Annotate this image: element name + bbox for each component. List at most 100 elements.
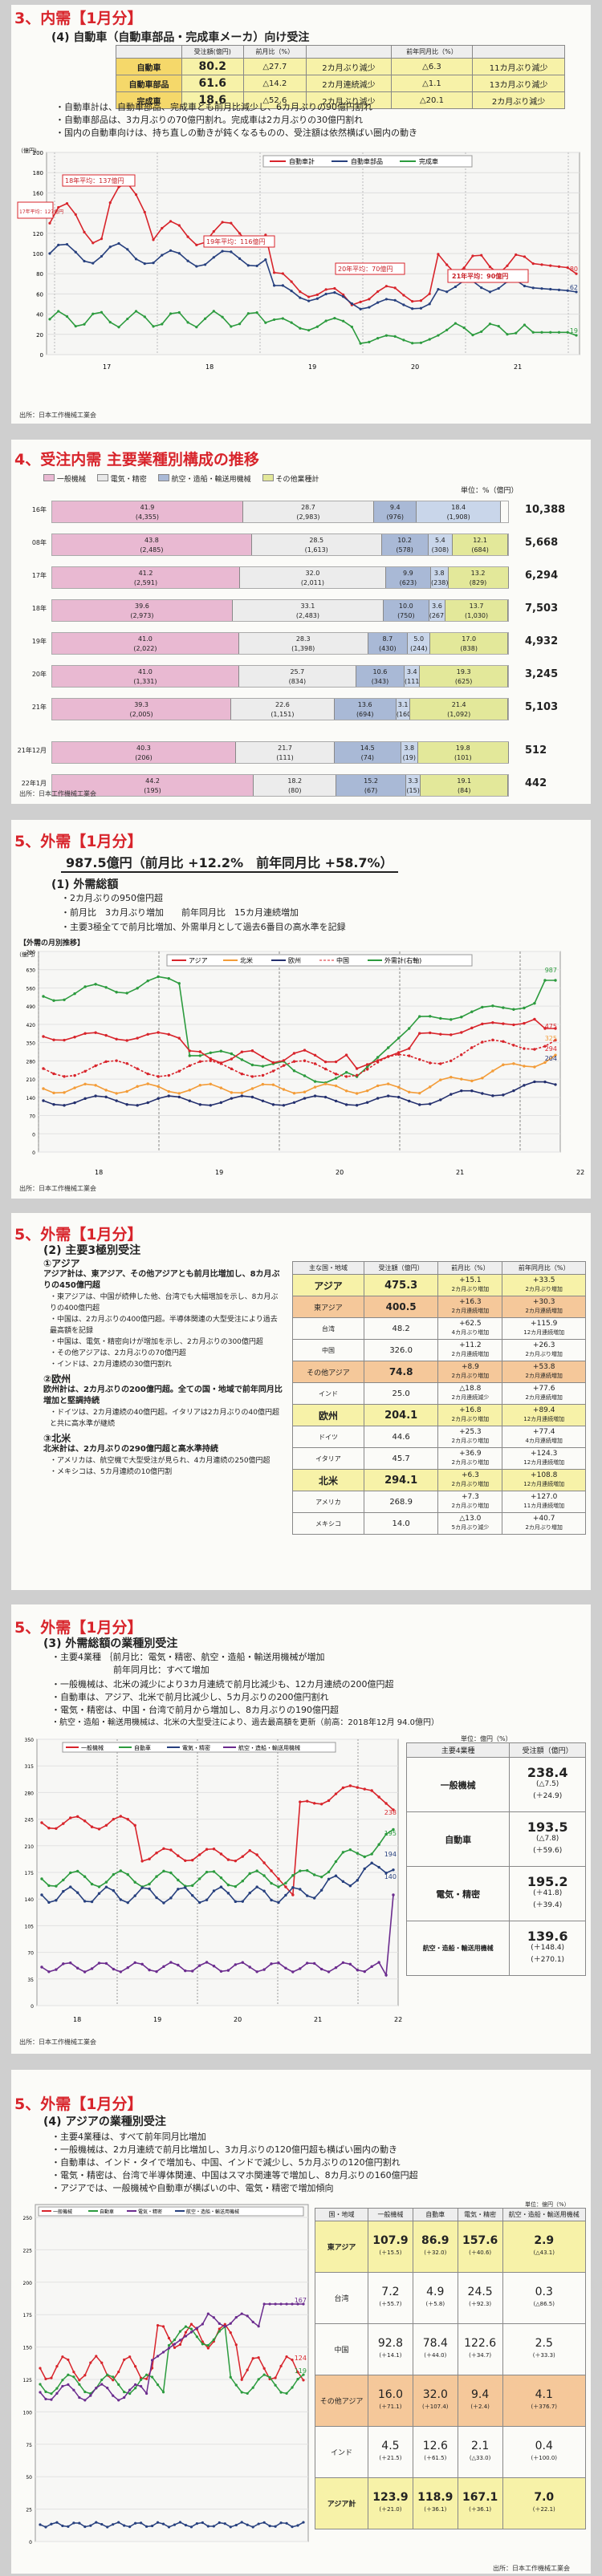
data-point [63,1091,66,1094]
data-point [167,2525,171,2529]
data-point [123,2524,126,2527]
data-point [540,287,543,290]
tick-label: 180 [33,170,43,176]
table-cell: 12.6 (＋61.5) [412,2426,458,2478]
data-point [143,262,146,266]
data-point [262,2521,266,2524]
series-line [43,1054,556,1094]
year-label: 18 [73,2016,81,2023]
table-row: アジア 475.3 +15.1 2カ月ぶり増加 +33.5 2カ月ぶり増加 [292,1274,586,1296]
tick-label: 100 [23,2410,33,2416]
data-point [334,1874,338,1877]
data-point [523,1084,526,1087]
data-point [246,2368,249,2371]
data-point [100,310,104,314]
data-point [299,290,302,294]
data-point [291,1886,295,1889]
bar-segment: 18.4 (1,908) [417,501,501,522]
tick-label: 140 [25,1897,35,1903]
data-point [104,1060,108,1063]
data-point [313,1062,317,1065]
data-point [212,256,215,259]
end-label: 140 [384,1873,397,1880]
table-cell: 東アジア [292,1296,364,1318]
data-point [262,1874,266,1877]
section-title: 3、内需【1月分】 [14,10,143,27]
data-point [549,331,552,334]
bar-segment: 28.3 (1,398) [238,633,368,654]
data-point [460,1077,463,1081]
data-point [169,1848,173,1852]
bullet: ・電気・精密は、台湾で半導体関連、中国はスマホ関連等で増加し、8カ月ぶりの160… [51,2170,418,2180]
legend-item: 欧州 [288,956,301,964]
table-cell: 2.5 (＋33.3) [502,2323,587,2375]
data-point [411,342,414,345]
data-point [302,2521,305,2524]
table-cell: △13.0 5カ月ぶり減少 [437,1512,503,1535]
data-point [218,2327,221,2331]
data-point [384,1974,388,1977]
stacked-bar: 39.6 (2,973) 33.1 (2,483) 10.0 (750) 3.6 (267) 1… [51,599,509,622]
tick-label: 315 [25,1764,35,1770]
data-point [177,1878,180,1882]
bar-label: 17年 [31,572,47,579]
data-point [169,249,173,252]
data-point [285,2355,288,2359]
data-point [189,2327,193,2331]
data-point [324,288,327,291]
data-point [177,1092,181,1095]
data-point [575,272,578,275]
data-point [284,1893,287,1897]
data-point [117,2383,120,2387]
data-point [178,2343,182,2347]
data-point [230,325,233,328]
data-point [221,249,224,253]
bar-label: 22年1月 [21,780,47,787]
data-point [133,1823,136,1828]
data-point [270,1962,273,1965]
data-point [50,2376,53,2379]
intro: ・主要4業種 ｛前月比：電気・精密、航空・造船・輸送用機械が増加 [51,1652,325,1662]
table-cell: ドイツ [292,1426,364,1448]
data-point [184,2335,188,2338]
data-point [134,2365,137,2368]
table-cell: +26.3 2カ月ぶり増加 [502,1339,586,1361]
data-point [303,1090,307,1093]
data-point [230,1052,234,1056]
data-point [184,2524,188,2527]
data-point [229,2375,232,2379]
data-point [557,331,561,334]
table-row: 欧州 204.1 +16.8 2カ月ぶり増加 +89.4 12カ月連続増加 [292,1404,586,1426]
data-point [167,1073,170,1077]
data-point [100,254,104,258]
data-point [557,265,561,268]
data-point [449,1076,453,1079]
data-point [78,2521,81,2525]
data-point [515,253,518,257]
table-cell: 2カ月ぶり減少 [472,91,565,109]
data-point [188,1099,191,1102]
data-point [462,326,466,330]
data-point [126,1818,129,1821]
eu-heading: ②欧州 [43,1373,71,1385]
data-point [117,241,120,245]
data-point [177,1963,180,1967]
data-point [365,1063,369,1066]
series-line [49,310,577,344]
data-point [341,1880,345,1884]
bar-segment: 13.2 (829) [448,567,509,588]
data-point [69,1871,72,1875]
table-header-cell: 電気・精密 [457,2208,503,2221]
tick-label: 160 [33,190,43,197]
data-point [219,1852,223,1856]
data-point [363,1787,366,1791]
data-point [397,1095,401,1099]
data-point [312,1873,316,1876]
legend-item: 電気・精密 [96,473,147,484]
data-point [191,1970,194,1973]
data-point [257,2325,260,2328]
table-row: 台湾 7.2 (＋55.7) 4.9 (＋5.8) 24.5 (＋92.3) 0.3 (△86.… [314,2272,587,2324]
data-point [212,1848,216,1851]
data-point [248,1848,251,1852]
data-point [313,1085,317,1089]
